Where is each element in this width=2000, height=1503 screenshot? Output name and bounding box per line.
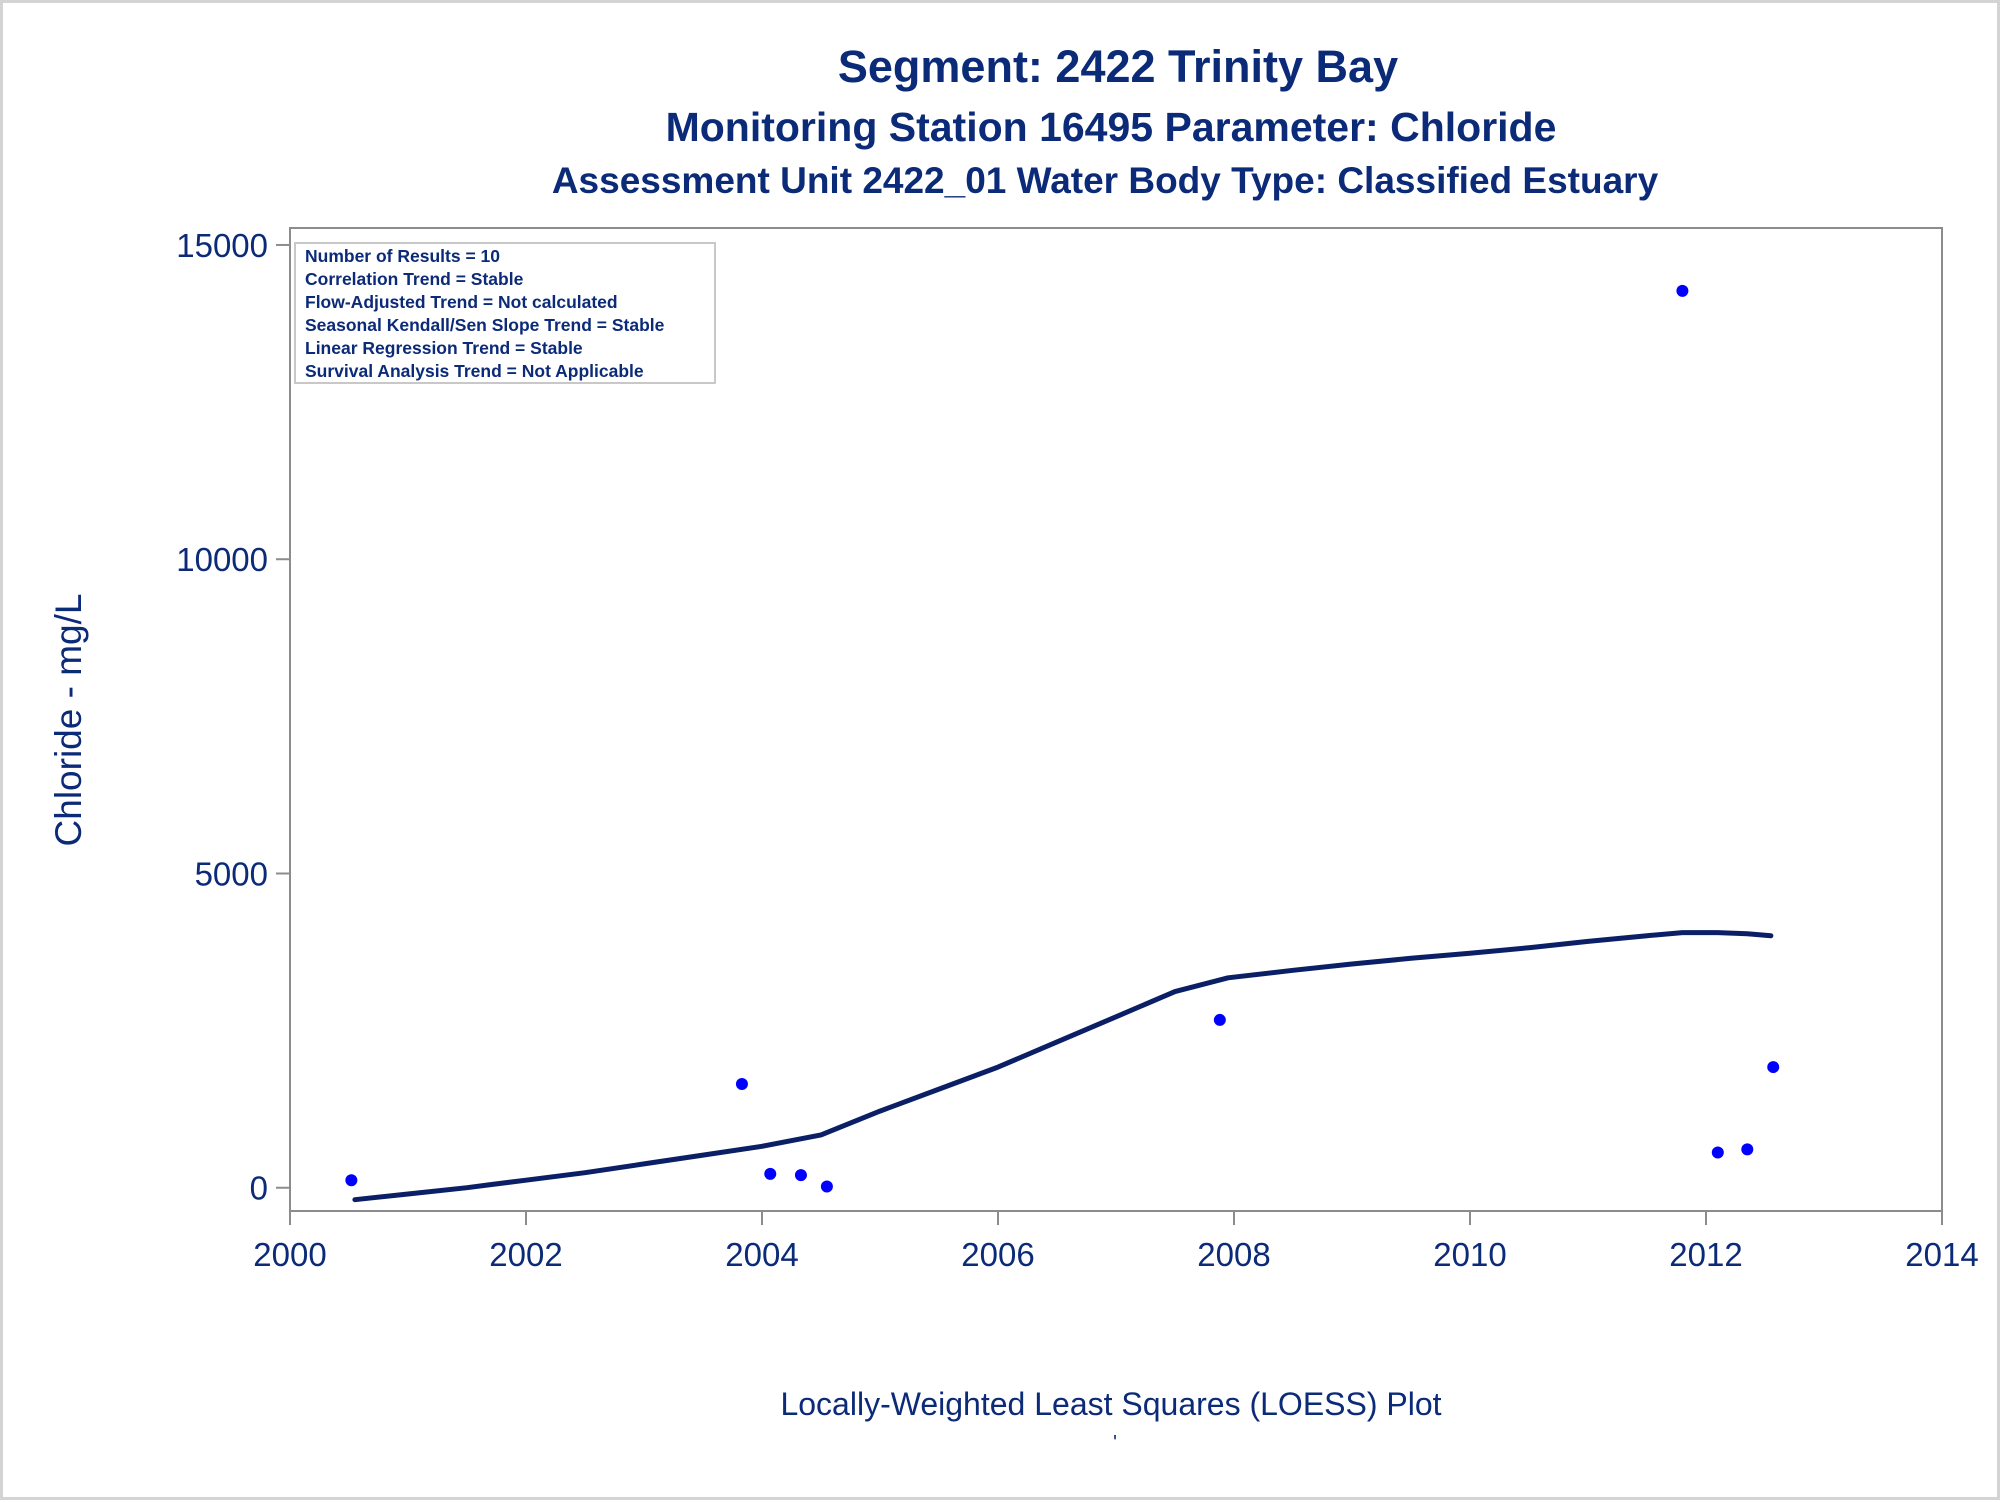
- y-tick-label: 0: [250, 1170, 268, 1207]
- inset-line-seasonal-kendall: Seasonal Kendall/Sen Slope Trend = Stabl…: [305, 315, 665, 335]
- inset-box-border: [294, 242, 716, 384]
- data-point: [794, 1169, 807, 1182]
- loess-chart: Segment: 2422 Trinity Bay Monitoring Sta…: [48, 41, 1979, 1454]
- x-tick-label: 2014: [1905, 1236, 1978, 1273]
- data-point: [764, 1167, 777, 1180]
- x-tick-label: 2012: [1669, 1236, 1742, 1273]
- data-point: [1213, 1013, 1226, 1026]
- y-axis: 0 5000 10000 15000: [176, 227, 290, 1207]
- x-tick-label: 2008: [1197, 1236, 1270, 1273]
- chart-title: Segment: 2422 Trinity Bay: [838, 41, 1398, 92]
- plot-area: [289, 227, 1943, 1212]
- y-tick-label: 5000: [195, 855, 268, 892]
- chart-subtitle-2: Assessment Unit 2422_01 Water Body Type:…: [552, 160, 1659, 201]
- stats-inset-box: Number of Results = 10 Correlation Trend…: [294, 242, 716, 384]
- loess-curve: [352, 930, 1774, 1203]
- y-axis-label: Chloride - mg/L: [48, 594, 89, 847]
- data-point: [1767, 1061, 1780, 1074]
- inset-line-correlation: Correlation Trend = Stable: [305, 269, 524, 289]
- x-tick-label: 2002: [489, 1236, 562, 1273]
- data-point: [1741, 1143, 1754, 1156]
- series-layer: [345, 284, 1780, 1203]
- inset-line-survival: Survival Analysis Trend = Not Applicable: [305, 361, 644, 381]
- inset-line-flow-adjusted: Flow-Adjusted Trend = Not calculated: [305, 292, 618, 312]
- x-tick-label: 2000: [253, 1236, 326, 1273]
- inset-line-linear-regression: Linear Regression Trend = Stable: [305, 338, 583, 358]
- inset-line-results: Number of Results = 10: [305, 246, 500, 266]
- chart-subtitle: Monitoring Station 16495 Parameter: Chlo…: [666, 104, 1557, 150]
- x-tick-label: 2004: [725, 1236, 798, 1273]
- data-point: [820, 1180, 833, 1193]
- x-tick-label: 2010: [1433, 1236, 1506, 1273]
- data-point: [345, 1174, 358, 1187]
- footnote-mark: ': [1113, 1432, 1117, 1454]
- data-point: [735, 1078, 748, 1091]
- y-tick-label: 15000: [176, 227, 268, 264]
- y-tick-label: 10000: [176, 541, 268, 578]
- x-tick-label: 2006: [961, 1236, 1034, 1273]
- data-point: [1676, 284, 1689, 297]
- x-axis: 2000 2002 2004 2006 2008 2010 2012 2014: [253, 1211, 1979, 1273]
- data-point: [1711, 1146, 1724, 1159]
- x-axis-label: Locally-Weighted Least Squares (LOESS) P…: [780, 1386, 1441, 1422]
